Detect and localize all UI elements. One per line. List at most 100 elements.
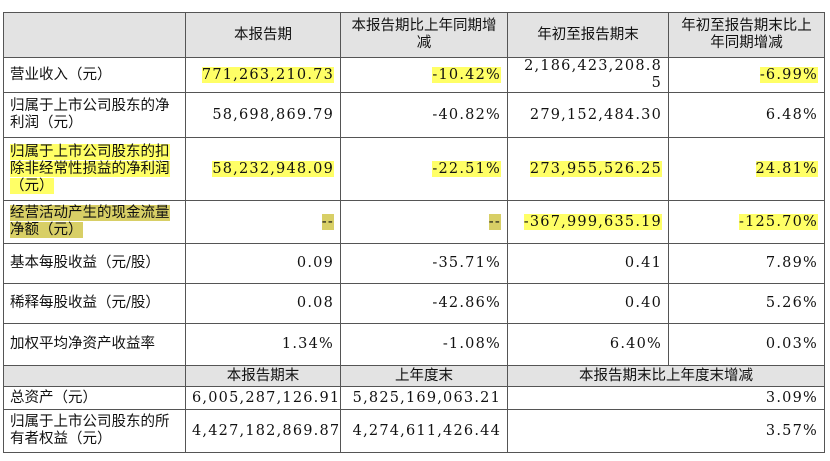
cell-text: 4,274,611,426.44 [352,422,501,439]
cell-text: -- [488,213,501,230]
table-row: 加权平均净资产收益率 1.34% -1.08% 6.40% 0.03% [3,323,825,366]
cell-text: 0.08 [296,295,334,311]
table-cell: -367,999,635.19 [507,200,669,244]
header-row: 本报告期 本报告期比上年同期增减 年初至报告期末 年初至报告期末比上年同期增减 [3,12,825,58]
cell-text: 279,152,484.30 [529,106,662,123]
table-cell [3,12,186,58]
table-cell: 58,698,869.79 [185,92,341,138]
table-cell: 7.89% [668,243,825,284]
table-cell: 经营活动产生的现金流量净额（元） [3,200,186,244]
table-cell: -22.51% [340,137,508,201]
table-cell: -125.70% [668,200,825,244]
table-cell: 本报告期末比上年度末增减 [507,365,825,387]
cell-text: 24.81% [755,160,818,177]
table-cell: 本报告期末 [185,365,341,387]
table-row: 经营活动产生的现金流量净额（元） -- -- -367,999,635.19 -125.… [3,200,825,244]
cell-text: 771,263,210.73 [201,66,334,83]
table-cell: -40.82% [340,92,508,138]
cell-text: -- [321,213,334,230]
table-cell: 稀释每股收益（元/股） [3,283,186,324]
cell-text: 加权平均净资产收益率 [10,336,155,352]
cell-text: -125.70% [738,213,818,230]
table-cell: 归属于上市公司股东的扣除非经常性损益的净利润（元） [3,137,186,201]
table-cell: 总资产（元） [3,386,186,410]
report-table-wrap: 本报告期 本报告期比上年同期增减 年初至报告期末 年初至报告期末比上年同期增减营业收入… [3,12,825,453]
cell-text: 0.40 [624,295,662,311]
cell-text: 年初至报告期末比上年同期增减 [681,18,812,51]
table-row: 总资产（元） 6,005,287,126.91 5,825,169,063.21 3.… [3,386,825,410]
table-cell: 4,274,611,426.44 [340,409,508,453]
cell-text: 6.40% [609,336,662,352]
table-cell: 营业收入（元） [3,57,186,93]
table-cell: -1.08% [340,323,508,366]
cell-text: 6,005,287,126.91 [192,389,341,406]
table-cell: 5.26% [668,283,825,324]
table-cell: -6.99% [668,57,825,93]
cell-text: -40.82% [432,106,501,123]
cell-text: -42.86% [432,295,501,311]
table-cell: 0.03% [668,323,825,366]
cell-text: 本报告期 [234,26,292,43]
table-row: 归属于上市公司股东的所有者权益（元） 4,427,182,869.87 4,274,… [3,409,825,453]
cell-text: 经营活动产生的现金流量净额（元） [10,205,170,238]
table-cell: 3.57% [507,409,825,453]
table-cell: 年初至报告期末 [507,12,669,58]
cell-text: -367,999,635.19 [523,213,662,230]
table-cell: 279,152,484.30 [507,92,669,138]
cell-text: 归属于上市公司股东的扣除非经常性损益的净利润（元） [10,143,170,194]
table-cell [3,365,186,387]
table-row: 基本每股收益（元/股） 0.09 -35.71% 0.41 7.89% [3,243,825,284]
table-cell: 0.41 [507,243,669,284]
cell-text: 归属于上市公司股东的净利润（元） [10,98,170,131]
cell-text: 273,955,526.25 [529,160,662,177]
table-cell: -- [185,200,341,244]
table-cell: 0.09 [185,243,341,284]
cell-text: 0.41 [624,255,662,271]
cell-text: 0.03% [765,336,818,352]
cell-text: 2,186,423,208.85 [524,58,662,92]
cell-text: 3.57% [765,422,818,439]
table-cell: 归属于上市公司股东的净利润（元） [3,92,186,138]
cell-text: 本报告期末比上年度末增减 [579,367,753,384]
table-cell: 年初至报告期末比上年同期增减 [668,12,825,58]
cell-text: 年初至报告期末 [537,26,639,43]
cell-text: 0.09 [296,255,334,271]
cell-text: 1.34% [281,336,334,352]
cell-text: -6.99% [759,66,818,83]
cell-text: 58,698,869.79 [212,106,334,123]
table-cell: -42.86% [340,283,508,324]
cell-text: 营业收入（元） [10,66,112,83]
cell-text: 稀释每股收益（元/股） [10,295,160,311]
cell-text: 6.48% [765,106,818,123]
header-row: 本报告期末 上年度末 本报告期末比上年度末增减 [3,365,825,387]
report-table: 本报告期 本报告期比上年同期增减 年初至报告期末 年初至报告期末比上年同期增减营业收入… [3,12,825,453]
table-cell: 0.08 [185,283,341,324]
table-row: 归属于上市公司股东的净利润（元） 58,698,869.79 -40.82% 279,… [3,92,825,138]
table-cell: -10.42% [340,57,508,93]
cell-text: -10.42% [432,66,501,83]
table-cell: 58,232,948.09 [185,137,341,201]
table-cell: 24.81% [668,137,825,201]
table-cell: 基本每股收益（元/股） [3,243,186,284]
table-cell: -35.71% [340,243,508,284]
cell-text: 本报告期比上年同期增减 [351,18,497,51]
cell-text: 5.26% [765,295,818,311]
table-cell: 上年度末 [340,365,508,387]
table-cell: 2,186,423,208.85 [507,57,669,93]
cell-text: 4,427,182,869.87 [192,422,341,439]
table-cell: 0.40 [507,283,669,324]
table-row: 归属于上市公司股东的扣除非经常性损益的净利润（元） 58,232,948.09 -2… [3,137,825,201]
table-cell: 273,955,526.25 [507,137,669,201]
cell-text: 58,232,948.09 [212,160,334,177]
table-cell: 加权平均净资产收益率 [3,323,186,366]
cell-text: 上年度末 [395,367,453,384]
table-row: 稀释每股收益（元/股） 0.08 -42.86% 0.40 5.26% [3,283,825,324]
table-cell: 5,825,169,063.21 [340,386,508,410]
table-cell: 6,005,287,126.91 [185,386,341,410]
table-cell: -- [340,200,508,244]
table-cell: 归属于上市公司股东的所有者权益（元） [3,409,186,453]
table-cell: 本报告期 [185,12,341,58]
cell-text: 基本每股收益（元/股） [10,255,160,271]
cell-text: 5,825,169,063.21 [352,389,501,406]
table-row: 营业收入（元） 771,263,210.73 -10.42% 2,186,423,20… [3,57,825,93]
